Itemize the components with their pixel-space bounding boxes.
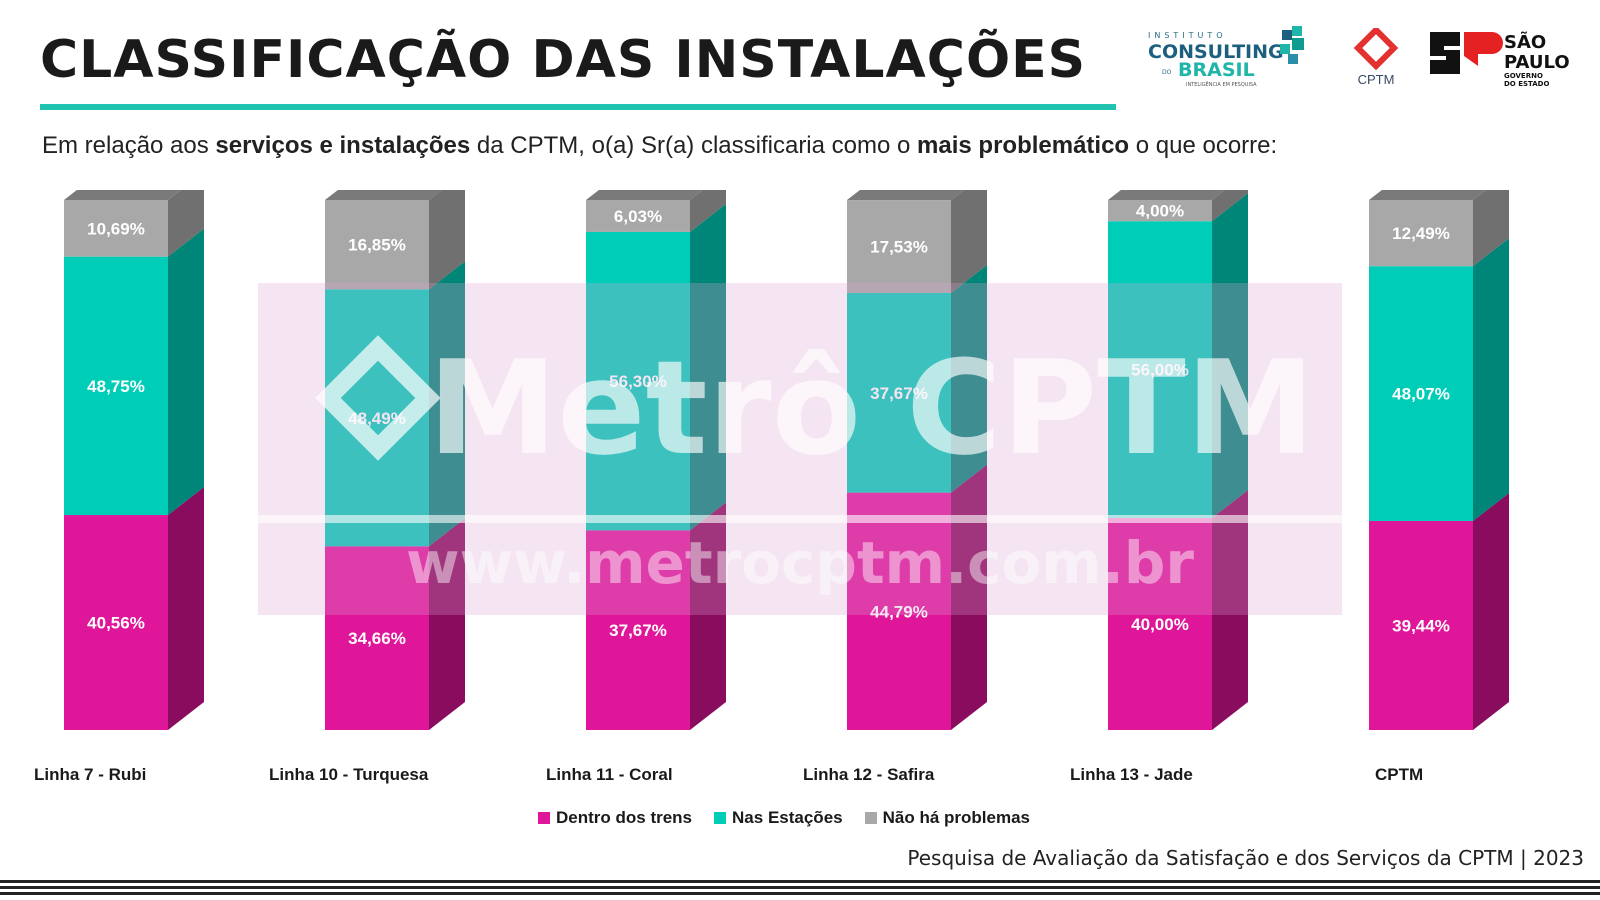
title-underline	[40, 104, 1116, 110]
data-label-estacoes-3: 37,67%	[870, 384, 928, 403]
sao-paulo-logo: SÃO PAULO GOVERNO DO ESTADO	[1430, 30, 1570, 88]
data-label-nao-3: 17,53%	[870, 238, 928, 257]
consulting-brasil-logo: INSTITUTO CONSULTING DO BRASIL INTELIGÊN…	[1148, 26, 1304, 88]
data-label-nao-0: 10,69%	[87, 219, 145, 238]
legend-label-nao: Não há problemas	[882, 808, 1030, 827]
question-part-4: mais problemático	[917, 132, 1130, 159]
category-label-3: Linha 12 - Safira	[803, 765, 935, 784]
category-label-4: Linha 13 - Jade	[1070, 765, 1193, 784]
bar-top-4	[1108, 190, 1225, 200]
legend-swatch-estacoes	[714, 812, 727, 824]
bar-side-dentro-1	[429, 518, 465, 730]
bar-dentro-2	[586, 530, 690, 730]
bar-dentro-3	[847, 492, 951, 730]
data-label-nao-4: 4,00%	[1136, 202, 1184, 221]
data-label-dentro-0: 40,56%	[87, 614, 145, 633]
bar-side-dentro-2	[690, 502, 726, 730]
bar-dentro-1	[325, 546, 429, 730]
data-label-estacoes-2: 56,30%	[609, 372, 667, 391]
category-label-0: Linha 7 - Rubi	[34, 765, 147, 784]
legend-item-dentro: Dentro dos trens	[538, 808, 692, 828]
question-part-5: o que ocorre:	[1129, 132, 1278, 159]
bar-side-nao-4	[1212, 190, 1248, 222]
bar-estacoes-3	[847, 292, 951, 493]
bar-dentro-5	[1369, 520, 1473, 730]
bar-side-estacoes-3	[951, 264, 987, 493]
legend-item-estacoes: Nas Estações	[714, 808, 843, 828]
data-label-estacoes-0: 48,75%	[87, 377, 145, 396]
category-label-1: Linha 10 - Turquesa	[269, 765, 429, 784]
data-label-nao-1: 16,85%	[348, 236, 406, 255]
page-title: CLASSIFICAÇÃO DAS INSTALAÇÕES	[40, 30, 1087, 90]
bar-top-5	[1369, 190, 1486, 200]
question-part-2: serviços e instalações	[215, 132, 471, 159]
data-label-dentro-3: 44,79%	[870, 602, 928, 621]
svg-text:INTELIGÊNCIA EM PESQUISA: INTELIGÊNCIA EM PESQUISA	[1186, 80, 1257, 88]
bar-nao-3	[847, 200, 951, 293]
bar-side-estacoes-5	[1473, 238, 1509, 521]
bar-side-estacoes-4	[1212, 193, 1248, 518]
bar-top-3	[847, 190, 964, 201]
legend-label-estacoes: Nas Estações	[732, 808, 843, 827]
bar-side-dentro-3	[951, 464, 987, 730]
bar-top-0	[64, 190, 181, 200]
svg-text:CONSULTING: CONSULTING	[1148, 41, 1284, 63]
data-label-dentro-5: 39,44%	[1392, 616, 1450, 635]
data-label-dentro-2: 37,67%	[609, 621, 667, 640]
data-label-estacoes-1: 48,49%	[348, 409, 406, 428]
stacked-bar-chart: 40,56% 48,75% 10,69% 34,66% 48,49% 16,85% 37,6…	[64, 190, 1509, 730]
bar-nao-0	[64, 200, 168, 257]
bar-side-estacoes-1	[429, 261, 465, 547]
bar-dentro-0	[64, 515, 168, 730]
bar-side-estacoes-0	[168, 228, 204, 516]
legend-item-nao: Não há problemas	[864, 808, 1030, 828]
legend-swatch-dentro	[538, 812, 550, 824]
svg-text:BRASIL: BRASIL	[1178, 59, 1255, 81]
bar-nao-2	[586, 200, 690, 232]
bar-side-nao-1	[429, 190, 465, 290]
svg-text:CPTM: CPTM	[1358, 72, 1395, 87]
svg-text:GOVERNO: GOVERNO	[1504, 72, 1543, 80]
bar-top-1	[325, 190, 442, 200]
bar-estacoes-4	[1108, 221, 1212, 518]
data-label-dentro-1: 34,66%	[348, 629, 406, 648]
category-label-2: Linha 11 - Coral	[546, 765, 673, 784]
cptm-logo: CPTM	[1353, 28, 1399, 87]
bar-side-dentro-5	[1473, 492, 1509, 730]
bar-top-2	[586, 190, 703, 200]
bar-nao-5	[1369, 200, 1473, 267]
data-label-estacoes-4: 56,00%	[1131, 361, 1189, 380]
data-label-estacoes-5: 48,07%	[1392, 385, 1450, 404]
bar-side-nao-5	[1473, 190, 1509, 267]
data-label-dentro-4: 40,00%	[1131, 615, 1189, 634]
question-text: Em relação aos serviços e instalações da…	[42, 132, 1277, 160]
chart-legend: Dentro dos trens Nas Estações Não há pro…	[538, 808, 1030, 828]
svg-text:INSTITUTO: INSTITUTO	[1148, 31, 1227, 40]
bar-estacoes-0	[64, 256, 168, 516]
question-part-1: Em relação aos	[42, 132, 216, 159]
bar-side-nao-3	[951, 190, 987, 293]
svg-text:SÃO: SÃO	[1504, 30, 1546, 53]
bar-side-nao-0	[168, 190, 204, 257]
bar-estacoes-2	[586, 231, 690, 531]
legend-label-dentro: Dentro dos trens	[556, 808, 693, 827]
bar-side-nao-2	[690, 190, 726, 232]
svg-text:DO ESTADO: DO ESTADO	[1504, 80, 1549, 88]
bar-dentro-4	[1108, 518, 1212, 730]
source-footer: Pesquisa de Avaliação da Satisfação e do…	[907, 846, 1584, 870]
question-part-3: da CPTM, o(a) Sr(a) classificaria como o	[470, 132, 918, 159]
data-label-nao-2: 6,03%	[614, 207, 662, 226]
bottom-stripes	[0, 880, 1600, 895]
bar-side-estacoes-2	[690, 203, 726, 531]
bar-nao-1	[325, 200, 429, 290]
svg-text:PAULO: PAULO	[1504, 52, 1570, 73]
legend-swatch-nao	[864, 812, 877, 824]
bar-nao-4	[1108, 200, 1212, 222]
svg-text:DO: DO	[1162, 69, 1172, 76]
category-label-5: CPTM	[1375, 765, 1424, 784]
bar-estacoes-5	[1369, 266, 1473, 521]
bar-side-dentro-0	[168, 487, 204, 730]
data-label-nao-5: 12,49%	[1392, 224, 1450, 243]
bar-side-dentro-4	[1212, 490, 1248, 730]
